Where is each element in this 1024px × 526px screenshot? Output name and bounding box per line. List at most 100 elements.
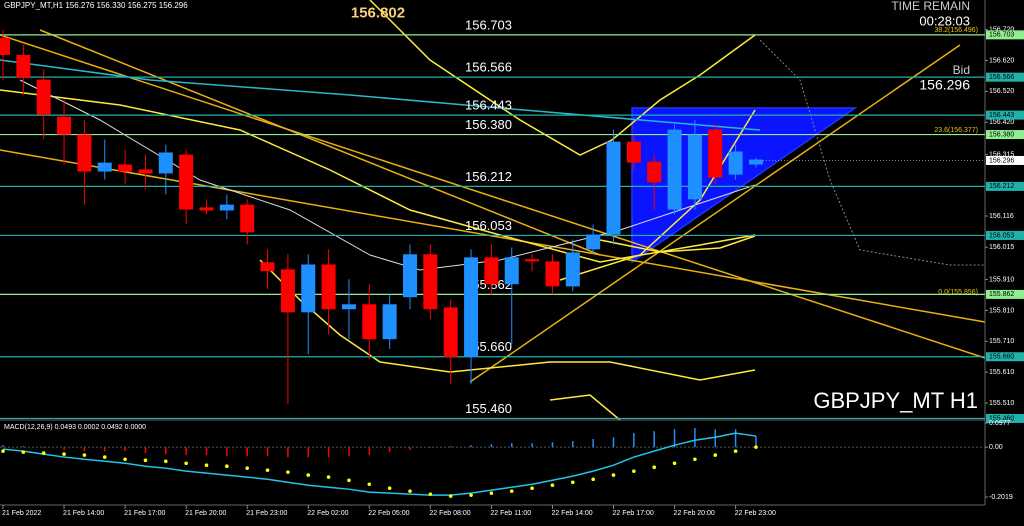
macd-signal-dot: [21, 450, 26, 454]
y-tick-label: 155.910: [989, 276, 1014, 283]
axis-level-label: 155.862: [989, 291, 1014, 298]
y-tick-label: 155.710: [989, 338, 1014, 345]
fib-label: 38.2(156.496): [934, 27, 978, 34]
axis-level-box: [986, 110, 1024, 120]
x-tick-label: 22 Feb 20:00: [674, 510, 715, 517]
axis-level-label: 155.660: [989, 354, 1014, 361]
axis-level-box: [986, 181, 1024, 191]
x-tick-label: 21 Feb 20:00: [185, 510, 226, 517]
axis-level-box: [986, 289, 1024, 299]
level-label: 155.460: [465, 401, 512, 416]
axis-level-box: [986, 230, 1024, 240]
level-label: 156.380: [465, 117, 512, 132]
x-tick-label: 22 Feb 05:00: [368, 510, 409, 517]
candle-body: [382, 304, 397, 340]
candle-body: [138, 169, 153, 174]
candle-body: [118, 164, 133, 172]
y-tick-label: 156.720: [989, 26, 1014, 33]
x-tick-label: 21 Feb 23:00: [246, 510, 287, 517]
candle-body: [606, 141, 621, 235]
macd-signal-dot: [123, 457, 127, 462]
level-label: 156.443: [465, 98, 512, 113]
macd-signal-dot: [733, 449, 738, 453]
candle-body: [179, 154, 194, 210]
macd-signal-dot: [102, 455, 107, 459]
candle-body: [748, 159, 763, 165]
macd-signal-dot: [164, 459, 168, 464]
band-upper: [369, 0, 756, 156]
macd-tick-label: 0.00: [989, 444, 1003, 451]
y-tick-label: 155.810: [989, 307, 1014, 314]
macd-tick-label: 0.0977: [989, 420, 1011, 427]
fib-label: 0.0(155.856): [938, 289, 978, 296]
candle-body: [464, 257, 479, 358]
candle-body: [16, 54, 31, 78]
macd-signal-dot: [225, 464, 229, 469]
macd-signal-dot: [693, 457, 697, 462]
bid-box-label: 156.296: [989, 157, 1014, 164]
macd-signal-dot: [489, 491, 494, 495]
macd-tick-label: -0.2019: [989, 494, 1013, 501]
candle-body: [504, 257, 519, 285]
candle-body: [586, 234, 601, 250]
candle-body: [97, 162, 112, 172]
candle-body: [525, 259, 540, 262]
macd-signal-dot: [204, 463, 209, 468]
macd-signal-dot: [428, 492, 433, 496]
x-tick-label: 22 Feb 08:00: [429, 510, 470, 517]
macd-signal-dot: [672, 461, 677, 466]
y-tick-label: 156.116: [989, 213, 1014, 220]
macd-signal-dot: [62, 452, 66, 456]
candle-body: [687, 134, 702, 200]
macd-signal-dot: [469, 493, 473, 497]
candle-body: [219, 204, 234, 211]
candle-body: [260, 262, 275, 272]
trend-line: [469, 44, 961, 383]
macd-signal-dot: [530, 486, 534, 490]
y-tick-label: 155.510: [989, 400, 1014, 407]
candle-body: [77, 134, 92, 172]
indicators: [0, 0, 986, 421]
y-tick-label: 156.620: [989, 57, 1014, 64]
level-label: 156.703: [465, 17, 512, 32]
macd-signal-dot: [265, 468, 270, 472]
macd-signal-dot: [571, 480, 575, 485]
candle-body: [199, 207, 214, 211]
y-tick-label: 156.420: [989, 119, 1014, 126]
pattern-triangle: [631, 107, 858, 264]
candle-body: [728, 151, 743, 175]
level-label: 156.212: [465, 169, 512, 184]
macd-signal-dot: [1, 449, 5, 453]
axis-level-label: 156.443: [989, 112, 1014, 119]
axis-level-label: 155.460: [989, 415, 1014, 422]
axis-level-box: [986, 30, 1024, 40]
trend-line: [0, 34, 986, 359]
candle-body: [626, 141, 641, 163]
candle-body: [341, 304, 356, 310]
macd-signal-dot: [286, 470, 290, 474]
x-tick-label: 22 Feb 11:00: [490, 510, 531, 517]
axis-level-label: 156.703: [989, 32, 1014, 39]
axis-level-label: 156.566: [989, 74, 1014, 81]
x-tick-label: 21 Feb 2022: [2, 510, 41, 517]
macd-signal-dot: [245, 466, 249, 470]
macd-signal-dot: [82, 453, 87, 457]
candle-body: [708, 129, 723, 178]
axis-level-label: 156.212: [989, 183, 1014, 190]
level-label: 156.566: [465, 60, 512, 75]
symbol-header: GBPJPY_MT,H1 156.276 156.330 156.275 156…: [4, 1, 188, 10]
level-label: 156.053: [465, 218, 512, 233]
candle-body: [36, 79, 51, 115]
candle-body: [403, 254, 417, 298]
axis-level-box: [986, 352, 1024, 362]
y-tick-label: 156.520: [989, 88, 1014, 95]
candle-body: [667, 129, 682, 210]
macd-main-line: [2, 432, 757, 496]
axis-level-box: [986, 413, 1024, 423]
candle-body: [321, 264, 336, 310]
macd-signal-dot: [408, 489, 412, 493]
macd-signal-dot: [611, 473, 616, 477]
macd-signal-dot: [754, 445, 758, 449]
